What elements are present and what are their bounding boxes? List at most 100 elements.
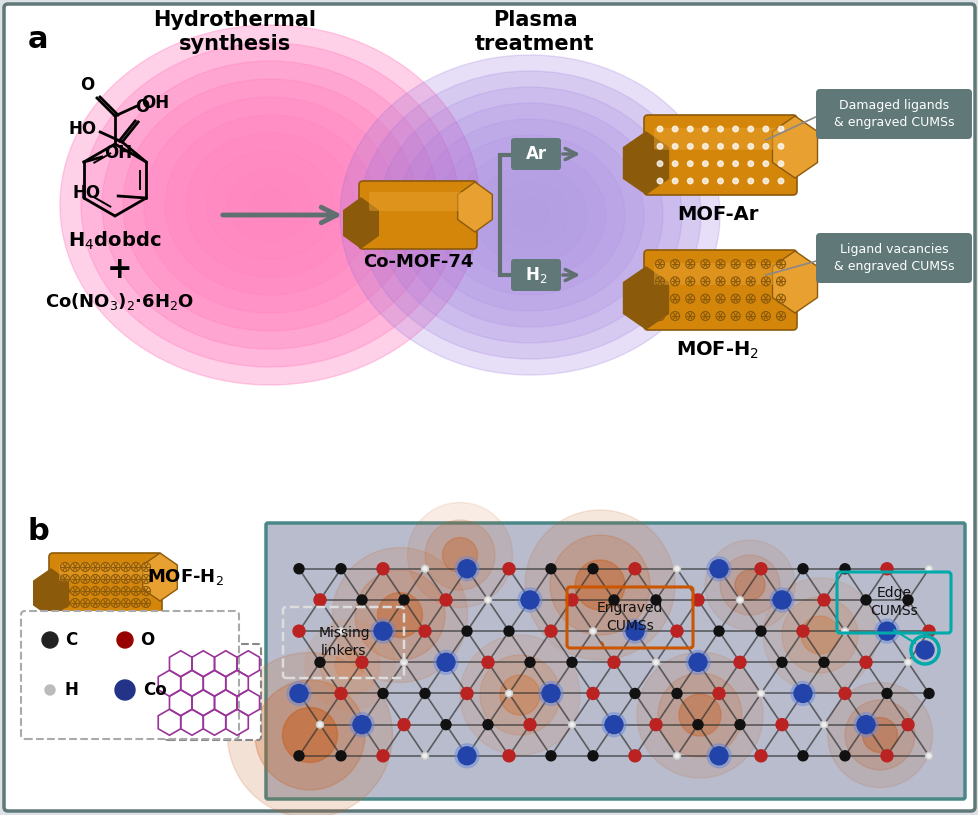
Text: Ar: Ar bbox=[525, 145, 546, 163]
Circle shape bbox=[517, 588, 542, 612]
Circle shape bbox=[924, 566, 932, 572]
Circle shape bbox=[719, 555, 779, 615]
Circle shape bbox=[762, 126, 768, 132]
Circle shape bbox=[320, 635, 379, 695]
Circle shape bbox=[422, 566, 428, 572]
Circle shape bbox=[546, 751, 556, 761]
Circle shape bbox=[316, 721, 323, 728]
Circle shape bbox=[687, 178, 692, 184]
FancyBboxPatch shape bbox=[49, 553, 161, 617]
Circle shape bbox=[353, 716, 371, 734]
Circle shape bbox=[826, 682, 932, 787]
Circle shape bbox=[45, 685, 55, 695]
Circle shape bbox=[709, 560, 728, 578]
Circle shape bbox=[520, 591, 539, 609]
Circle shape bbox=[436, 654, 455, 672]
Ellipse shape bbox=[397, 103, 662, 327]
Circle shape bbox=[755, 626, 765, 637]
Circle shape bbox=[637, 652, 762, 778]
Circle shape bbox=[713, 626, 724, 637]
Circle shape bbox=[42, 632, 58, 648]
Circle shape bbox=[484, 597, 491, 603]
Circle shape bbox=[455, 557, 478, 581]
FancyBboxPatch shape bbox=[653, 262, 786, 284]
Circle shape bbox=[398, 719, 410, 731]
Circle shape bbox=[734, 720, 744, 729]
Circle shape bbox=[778, 143, 783, 149]
Circle shape bbox=[422, 754, 426, 758]
Circle shape bbox=[357, 595, 367, 605]
Circle shape bbox=[717, 161, 723, 166]
Polygon shape bbox=[623, 267, 668, 329]
Circle shape bbox=[762, 578, 876, 692]
Circle shape bbox=[651, 659, 659, 666]
Ellipse shape bbox=[416, 119, 644, 311]
Text: O: O bbox=[80, 76, 94, 94]
Circle shape bbox=[839, 751, 849, 761]
Circle shape bbox=[672, 126, 677, 132]
Circle shape bbox=[591, 629, 595, 633]
Circle shape bbox=[650, 595, 660, 605]
Circle shape bbox=[334, 650, 365, 680]
Circle shape bbox=[733, 143, 737, 149]
FancyBboxPatch shape bbox=[369, 192, 467, 211]
Polygon shape bbox=[623, 132, 668, 194]
Circle shape bbox=[433, 650, 458, 674]
Circle shape bbox=[747, 143, 753, 149]
Circle shape bbox=[842, 629, 846, 633]
Circle shape bbox=[482, 720, 493, 729]
Text: C: C bbox=[65, 631, 77, 649]
Circle shape bbox=[656, 161, 662, 166]
Circle shape bbox=[283, 707, 337, 763]
Circle shape bbox=[734, 570, 764, 600]
Circle shape bbox=[628, 750, 641, 762]
Circle shape bbox=[915, 641, 933, 659]
Circle shape bbox=[797, 564, 807, 574]
Circle shape bbox=[505, 690, 511, 697]
Ellipse shape bbox=[186, 133, 354, 277]
Circle shape bbox=[671, 689, 682, 698]
Circle shape bbox=[689, 654, 706, 672]
Circle shape bbox=[754, 750, 766, 762]
Circle shape bbox=[822, 723, 825, 727]
Circle shape bbox=[770, 588, 793, 612]
Circle shape bbox=[709, 747, 728, 764]
Circle shape bbox=[734, 656, 745, 668]
Circle shape bbox=[901, 719, 913, 731]
Circle shape bbox=[424, 520, 495, 590]
Circle shape bbox=[500, 675, 540, 715]
Circle shape bbox=[460, 635, 579, 755]
Circle shape bbox=[649, 719, 661, 731]
Circle shape bbox=[757, 690, 764, 697]
Circle shape bbox=[674, 754, 679, 758]
Circle shape bbox=[656, 143, 662, 149]
Ellipse shape bbox=[359, 71, 700, 359]
Circle shape bbox=[289, 685, 308, 703]
Circle shape bbox=[293, 751, 304, 761]
Polygon shape bbox=[143, 553, 177, 601]
Circle shape bbox=[902, 595, 912, 605]
Circle shape bbox=[672, 178, 677, 184]
Circle shape bbox=[773, 591, 790, 609]
Circle shape bbox=[377, 563, 388, 575]
Circle shape bbox=[293, 564, 304, 574]
Ellipse shape bbox=[102, 61, 437, 349]
Circle shape bbox=[315, 657, 325, 667]
Circle shape bbox=[856, 716, 874, 734]
Circle shape bbox=[569, 723, 573, 727]
Circle shape bbox=[717, 178, 723, 184]
Ellipse shape bbox=[454, 151, 605, 279]
Circle shape bbox=[706, 557, 731, 581]
FancyBboxPatch shape bbox=[653, 128, 786, 150]
Circle shape bbox=[604, 716, 622, 734]
Text: OH: OH bbox=[141, 94, 169, 112]
Ellipse shape bbox=[378, 87, 682, 343]
Text: HO: HO bbox=[72, 184, 100, 202]
Circle shape bbox=[504, 626, 513, 637]
Circle shape bbox=[926, 566, 930, 570]
Circle shape bbox=[679, 694, 720, 736]
Text: b: b bbox=[28, 517, 50, 546]
Circle shape bbox=[747, 126, 753, 132]
Circle shape bbox=[400, 659, 407, 666]
Circle shape bbox=[356, 656, 368, 668]
